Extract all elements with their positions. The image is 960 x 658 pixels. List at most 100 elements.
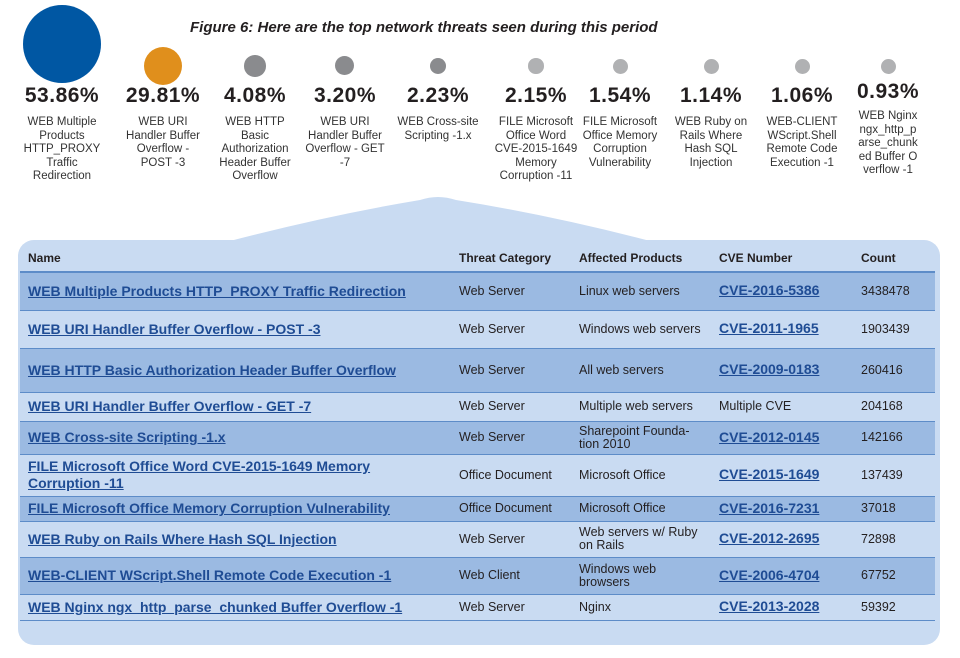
cell-count: 3438478	[853, 272, 935, 311]
cell-affected-products: All web servers	[571, 348, 711, 393]
header-cve-number: CVE Number	[711, 248, 853, 273]
bubble-label: WEB Multiple Products HTTP_PROXY Traffic…	[23, 116, 101, 182]
cve-text: Multiple CVE	[719, 399, 792, 413]
threat-name-link[interactable]: FILE Microsoft Office Word CVE-2015-1649…	[28, 458, 371, 491]
cell-name: WEB Nginx ngx_http_parse_chunked Buffer …	[20, 594, 451, 621]
bubble-label: WEB URI Handler Buffer Overflow - GET -7	[305, 116, 385, 169]
cve-link[interactable]: CVE-2013-2028	[719, 598, 820, 614]
cell-count: 72898	[853, 521, 935, 558]
cell-name: WEB URI Handler Buffer Overflow - GET -7	[20, 392, 451, 422]
cell-count: 260416	[853, 348, 935, 393]
cell-count: 59392	[853, 594, 935, 621]
cell-affected-products: Microsoft Office	[571, 454, 711, 497]
bubble-percent: 2.23%	[406, 84, 470, 107]
bubble-percent: 53.86%	[24, 84, 100, 107]
bubble-5	[430, 58, 446, 74]
table-row: WEB URI Handler Buffer Overflow - GET -7…	[20, 392, 935, 422]
threat-name-link[interactable]: FILE Microsoft Office Memory Corruption …	[28, 500, 390, 516]
bubble-10	[880, 58, 896, 74]
cell-name: FILE Microsoft Office Memory Corruption …	[20, 496, 451, 522]
cell-threat-category: Web Server	[451, 272, 571, 311]
bubble-percent: 1.14%	[679, 84, 743, 107]
bubble-percent: 3.20%	[313, 84, 377, 107]
cve-link[interactable]: CVE-2009-0183	[719, 361, 820, 377]
cell-name: WEB Multiple Products HTTP_PROXY Traffic…	[20, 272, 451, 311]
threats-table: Name Threat Category Affected Products C…	[20, 248, 935, 621]
threat-name-link[interactable]: WEB URI Handler Buffer Overflow - GET -7	[28, 398, 312, 414]
cell-cve: CVE-2013-2028	[711, 594, 853, 621]
table-row: WEB URI Handler Buffer Overflow - POST -…	[20, 310, 935, 349]
cell-cve: CVE-2011-1965	[711, 310, 853, 349]
cell-cve: CVE-2016-7231	[711, 496, 853, 522]
cell-count: 37018	[853, 496, 935, 522]
cell-cve: CVE-2012-2695	[711, 521, 853, 558]
bubble-4	[335, 56, 355, 76]
threat-name-link[interactable]: WEB Cross-site Scripting -1.x	[28, 429, 226, 445]
cell-threat-category: Office Document	[451, 454, 571, 497]
cell-affected-products: Sharepoint Founda-tion 2010	[571, 421, 711, 455]
cell-threat-category: Web Server	[451, 421, 571, 455]
panel-pointer	[230, 197, 650, 241]
cve-link[interactable]: CVE-2016-5386	[719, 282, 820, 299]
cve-link[interactable]: CVE-2011-1965	[719, 320, 819, 336]
bubble-7	[612, 58, 628, 74]
table-row: WEB HTTP Basic Authorization Header Buff…	[20, 348, 935, 393]
cell-name: WEB URI Handler Buffer Overflow - POST -…	[20, 310, 451, 349]
cell-affected-products: Windows web servers	[571, 310, 711, 349]
cell-threat-category: Web Client	[451, 557, 571, 595]
cve-link[interactable]: CVE-2012-2695	[719, 530, 820, 546]
bubble-label: WEB Ruby on Rails Where Hash SQL Injecti…	[674, 116, 748, 169]
cve-link[interactable]: CVE-2006-4704	[719, 566, 820, 583]
threat-name-link[interactable]: WEB Nginx ngx_http_parse_chunked Buffer …	[28, 598, 403, 615]
cell-count: 204168	[853, 392, 935, 422]
cell-name: WEB HTTP Basic Authorization Header Buff…	[20, 348, 451, 393]
cell-affected-products: Microsoft Office	[571, 496, 711, 522]
table-row: WEB Cross-site Scripting -1.x Web Server…	[20, 421, 935, 455]
bubble-label: WEB HTTP Basic Authorization Header Buff…	[219, 116, 291, 182]
cve-link[interactable]: CVE-2012-0145	[719, 428, 820, 445]
cell-affected-products: Web servers w/ Ruby on Rails	[571, 521, 711, 558]
bubble-label: WEB Nginx ngx_http_parse_chunked Buffer …	[858, 110, 918, 176]
cell-cve: Multiple CVE	[711, 392, 853, 422]
cell-name: WEB-CLIENT WScript.Shell Remote Code Exe…	[20, 557, 451, 595]
cell-cve: CVE-2009-0183	[711, 348, 853, 393]
cell-count: 137439	[853, 454, 935, 497]
figure-title: Figure 6: Here are the top network threa…	[190, 19, 658, 36]
bubble-3	[244, 55, 266, 77]
table-row: FILE Microsoft Office Memory Corruption …	[20, 496, 935, 522]
table-row: WEB Ruby on Rails Where Hash SQL Injecti…	[20, 521, 935, 558]
cell-threat-category: Web Server	[451, 310, 571, 349]
cell-count: 142166	[853, 421, 935, 455]
cell-affected-products: Windows web browsers	[571, 557, 711, 595]
table-header-row: Name Threat Category Affected Products C…	[20, 248, 935, 273]
cell-threat-category: Web Server	[451, 521, 571, 558]
header-affected-products: Affected Products	[571, 248, 711, 273]
threat-name-link[interactable]: WEB-CLIENT WScript.Shell Remote Code Exe…	[28, 567, 392, 583]
bubble-1	[23, 5, 101, 83]
table-row: WEB Nginx ngx_http_parse_chunked Buffer …	[20, 594, 935, 621]
bubble-label: WEB Cross-site Scripting -1.x	[397, 116, 479, 142]
cell-threat-category: Office Document	[451, 496, 571, 522]
bubble-8	[703, 58, 719, 74]
cell-count: 1903439	[853, 310, 935, 349]
cve-link[interactable]: CVE-2016-7231	[719, 499, 820, 516]
cve-link[interactable]: CVE-2015-1649	[719, 466, 820, 482]
table-row: WEB-CLIENT WScript.Shell Remote Code Exe…	[20, 557, 935, 595]
cell-threat-category: Web Server	[451, 392, 571, 422]
bubble-9	[794, 58, 810, 74]
cell-affected-products: Multiple web servers	[571, 392, 711, 422]
bubble-label: WEB URI Handler Buffer Overflow - POST -…	[126, 116, 200, 169]
cell-count: 67752	[853, 557, 935, 595]
bubble-label: FILE Microsoft Office Word CVE-2015-1649…	[494, 116, 578, 182]
cell-cve: CVE-2012-0145	[711, 421, 853, 455]
cell-threat-category: Web Server	[451, 348, 571, 393]
threat-name-link[interactable]: WEB HTTP Basic Authorization Header Buff…	[28, 361, 396, 378]
cell-name: WEB Ruby on Rails Where Hash SQL Injecti…	[20, 521, 451, 558]
threat-name-link[interactable]: WEB Ruby on Rails Where Hash SQL Injecti…	[28, 530, 337, 547]
cell-threat-category: Web Server	[451, 594, 571, 621]
bubble-2	[144, 47, 182, 85]
threat-name-link[interactable]: WEB URI Handler Buffer Overflow - POST -…	[28, 320, 321, 337]
cell-cve: CVE-2015-1649	[711, 454, 853, 497]
threat-name-link[interactable]: WEB Multiple Products HTTP_PROXY Traffic…	[28, 282, 406, 299]
cell-name: WEB Cross-site Scripting -1.x	[20, 421, 451, 455]
